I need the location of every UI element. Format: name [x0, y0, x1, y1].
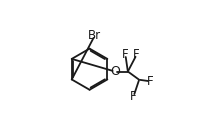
- Text: F: F: [130, 90, 137, 103]
- Text: Br: Br: [88, 29, 101, 42]
- Text: F: F: [133, 48, 140, 61]
- Text: F: F: [122, 48, 129, 61]
- Text: F: F: [147, 75, 154, 88]
- Text: O: O: [110, 65, 120, 78]
